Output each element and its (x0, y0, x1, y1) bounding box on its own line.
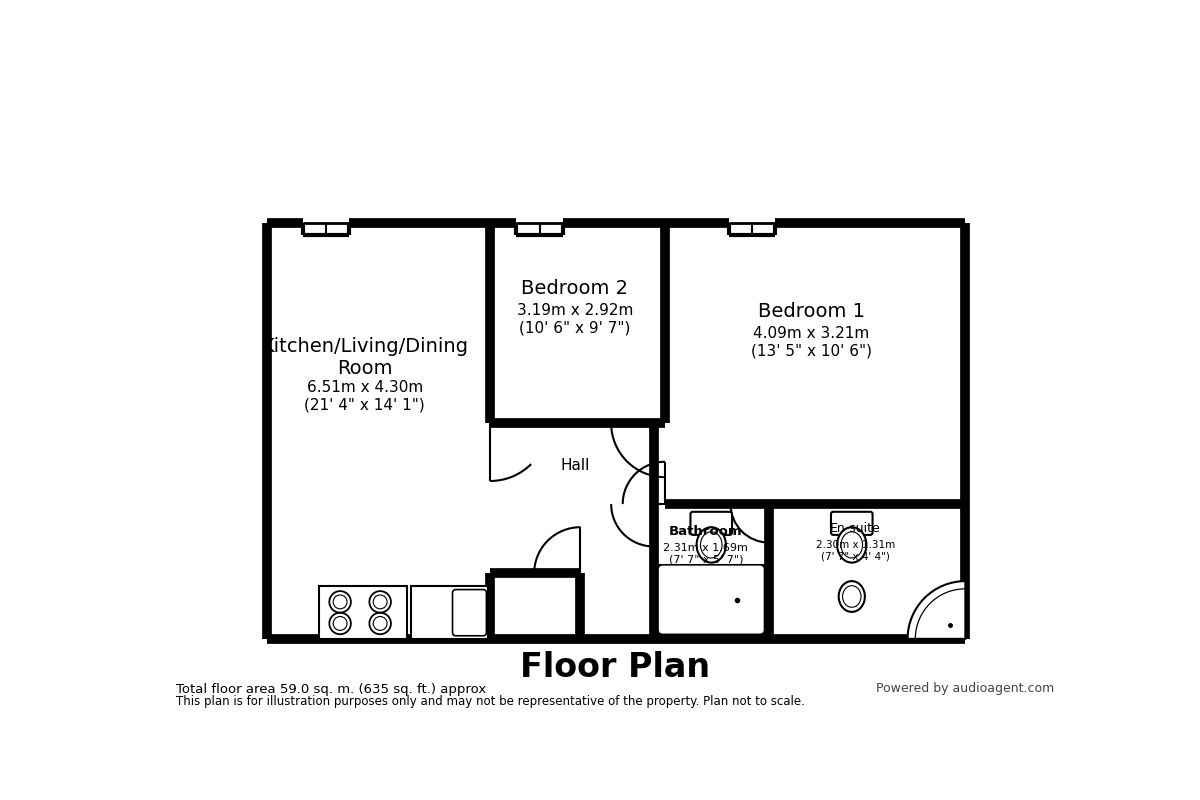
Ellipse shape (701, 532, 722, 558)
Ellipse shape (697, 527, 726, 562)
FancyBboxPatch shape (658, 565, 764, 634)
Text: En-suite: En-suite (830, 522, 881, 535)
Text: 2.31m x 1.69m
(7' 7" x 5' 7"): 2.31m x 1.69m (7' 7" x 5' 7") (664, 542, 749, 564)
Ellipse shape (838, 527, 866, 562)
Text: Hall: Hall (560, 458, 589, 473)
Ellipse shape (839, 581, 865, 612)
Text: Bedroom 1: Bedroom 1 (758, 302, 865, 321)
Ellipse shape (842, 586, 862, 607)
Text: Powered by audioagent.com: Powered by audioagent.com (876, 682, 1054, 695)
Ellipse shape (841, 532, 863, 558)
Text: Total floor area 59.0 sq. m. (635 sq. ft.) approx: Total floor area 59.0 sq. m. (635 sq. ft… (176, 682, 486, 696)
Wedge shape (907, 581, 965, 639)
Text: Floor Plan: Floor Plan (520, 651, 710, 684)
Bar (658, 565, 764, 634)
Text: 3.19m x 2.92m
(10' 6" x 9' 7"): 3.19m x 2.92m (10' 6" x 9' 7") (517, 303, 634, 335)
Text: Bedroom 2: Bedroom 2 (522, 279, 629, 298)
Text: Kitchen/Living/Dining
Room: Kitchen/Living/Dining Room (262, 338, 468, 378)
Bar (318, 586, 407, 639)
Text: Bathroom: Bathroom (670, 526, 743, 538)
FancyBboxPatch shape (830, 512, 872, 535)
Text: This plan is for illustration purposes only and may not be representative of the: This plan is for illustration purposes o… (176, 695, 805, 708)
Ellipse shape (698, 578, 725, 610)
Text: 2.30m x 1.31m
(7' 7" x 4' 4"): 2.30m x 1.31m (7' 7" x 4' 4") (816, 539, 895, 561)
Bar (410, 586, 488, 639)
FancyBboxPatch shape (452, 590, 486, 636)
Ellipse shape (702, 583, 720, 605)
Text: 4.09m x 3.21m
(13' 5" x 10' 6"): 4.09m x 3.21m (13' 5" x 10' 6") (751, 326, 872, 358)
FancyBboxPatch shape (690, 512, 732, 535)
Text: 6.51m x 4.30m
(21' 4" x 14' 1"): 6.51m x 4.30m (21' 4" x 14' 1") (305, 380, 425, 413)
